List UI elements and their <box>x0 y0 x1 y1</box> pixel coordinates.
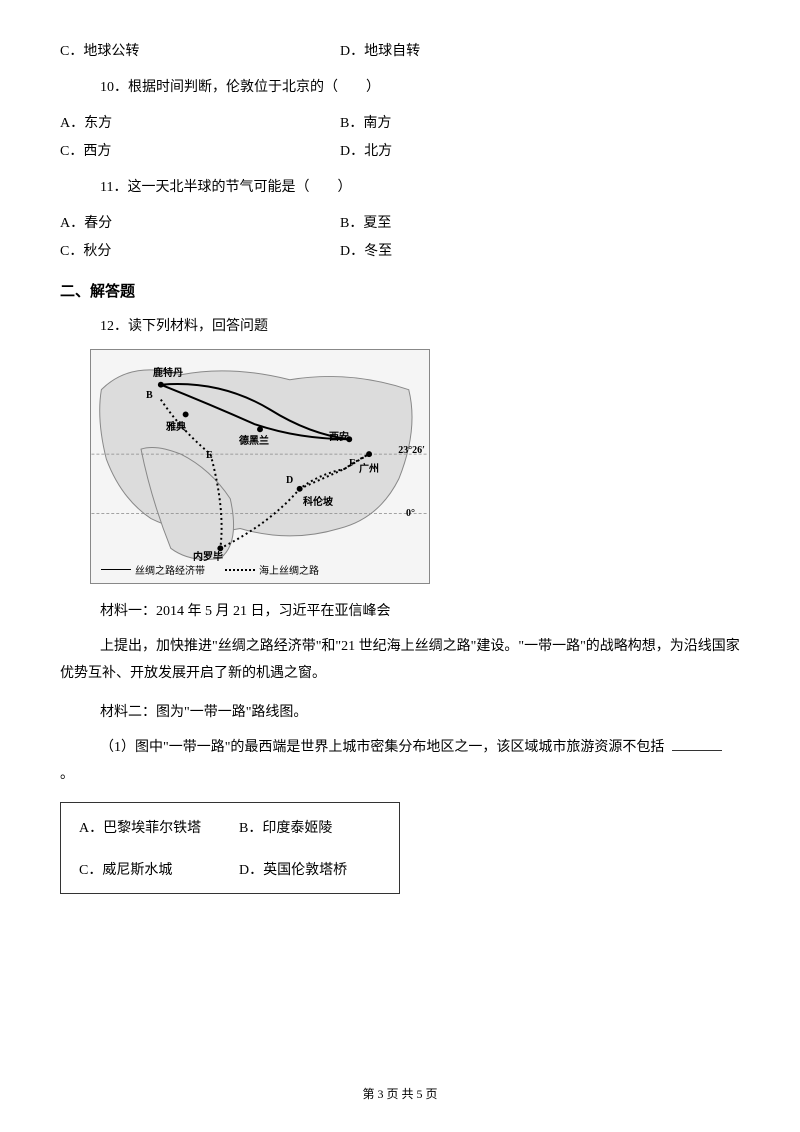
map-label-colombo: 科伦坡 <box>303 493 333 508</box>
legend-solid-icon <box>101 569 131 570</box>
material-1: 材料一：2014 年 5 月 21 日，习近平在亚信峰会 <box>100 600 740 620</box>
choice-c[interactable]: C．地球公转 <box>60 40 340 60</box>
map-label-rotterdam: 鹿特丹 <box>153 364 183 379</box>
q11-choice-c[interactable]: C．秋分 <box>60 240 340 260</box>
question-11-text: 11．这一天北半球的节气可能是（ ） <box>100 176 740 196</box>
section-2-title: 二、解答题 <box>60 280 740 301</box>
q10-choice-c[interactable]: C．西方 <box>60 140 340 160</box>
map-label-guangzhou: 广州 <box>359 460 379 475</box>
q10-choice-b[interactable]: B．南方 <box>340 112 740 132</box>
q12-option-a[interactable]: A．巴黎埃菲尔铁塔 <box>79 817 239 837</box>
map-figure: 鹿特丹 B 雅典 德黑兰 西安 广州 科伦坡 内罗毕 E D F 23°26′ … <box>90 349 430 584</box>
map-legend: 丝绸之路经济带 海上丝绸之路 <box>101 562 419 577</box>
map-label-athens: 雅典 <box>166 418 186 433</box>
paragraph-1: 上提出，加快推进"丝绸之路经济带"和"21 世纪海上丝绸之路"建设。"一带一路"… <box>60 634 740 687</box>
blank-fill[interactable] <box>672 750 722 751</box>
q10-choice-d[interactable]: D．北方 <box>340 140 740 160</box>
legend-land-label: 丝绸之路经济带 <box>135 562 205 577</box>
option-box: A．巴黎埃菲尔铁塔 B．印度泰姬陵 C．威尼斯水城 D．英国伦敦塔桥 <box>60 802 400 894</box>
q12-sub1-suffix: 。 <box>60 767 74 782</box>
q11-choice-b[interactable]: B．夏至 <box>340 212 740 232</box>
choice-d[interactable]: D．地球自转 <box>340 40 740 60</box>
question-12-text: 12．读下列材料，回答问题 <box>100 315 740 335</box>
map-label-xian: 西安 <box>329 428 349 443</box>
map-lat-0: 0° <box>406 508 415 519</box>
map-label-b: B <box>146 390 153 401</box>
map-label-e: E <box>206 450 213 461</box>
map-label-d: D <box>286 475 293 486</box>
map-label-nairobi: 内罗毕 <box>193 548 223 563</box>
map-lat-23: 23°26′ <box>398 445 425 456</box>
question-10-text: 10．根据时间判断，伦敦位于北京的（ ） <box>100 76 740 96</box>
q12-option-b[interactable]: B．印度泰姬陵 <box>239 817 332 837</box>
legend-dotted-icon <box>225 569 255 571</box>
paragraph-1-text: 上提出，加快推进"丝绸之路经济带"和"21 世纪海上丝绸之路"建设。"一带一路"… <box>60 639 740 681</box>
q11-choice-a[interactable]: A．春分 <box>60 212 340 232</box>
q12-sub1-text: （1）图中"一带一路"的最西端是世界上城市密集分布地区之一，该区域城市旅游资源不… <box>100 740 664 755</box>
q11-choice-d[interactable]: D．冬至 <box>340 240 740 260</box>
legend-sea-label: 海上丝绸之路 <box>259 562 319 577</box>
q12-sub1: （1）图中"一带一路"的最西端是世界上城市密集分布地区之一，该区域城市旅游资源不… <box>60 735 740 788</box>
q12-option-d[interactable]: D．英国伦敦塔桥 <box>239 859 347 879</box>
material-2: 材料二：图为"一带一路"路线图。 <box>100 701 740 721</box>
map-label-tehran: 德黑兰 <box>239 432 269 447</box>
q12-option-c[interactable]: C．威尼斯水城 <box>79 859 239 879</box>
q10-choice-a[interactable]: A．东方 <box>60 112 340 132</box>
page-footer: 第 3 页 共 5 页 <box>0 1085 800 1102</box>
map-label-f: F <box>349 458 355 469</box>
